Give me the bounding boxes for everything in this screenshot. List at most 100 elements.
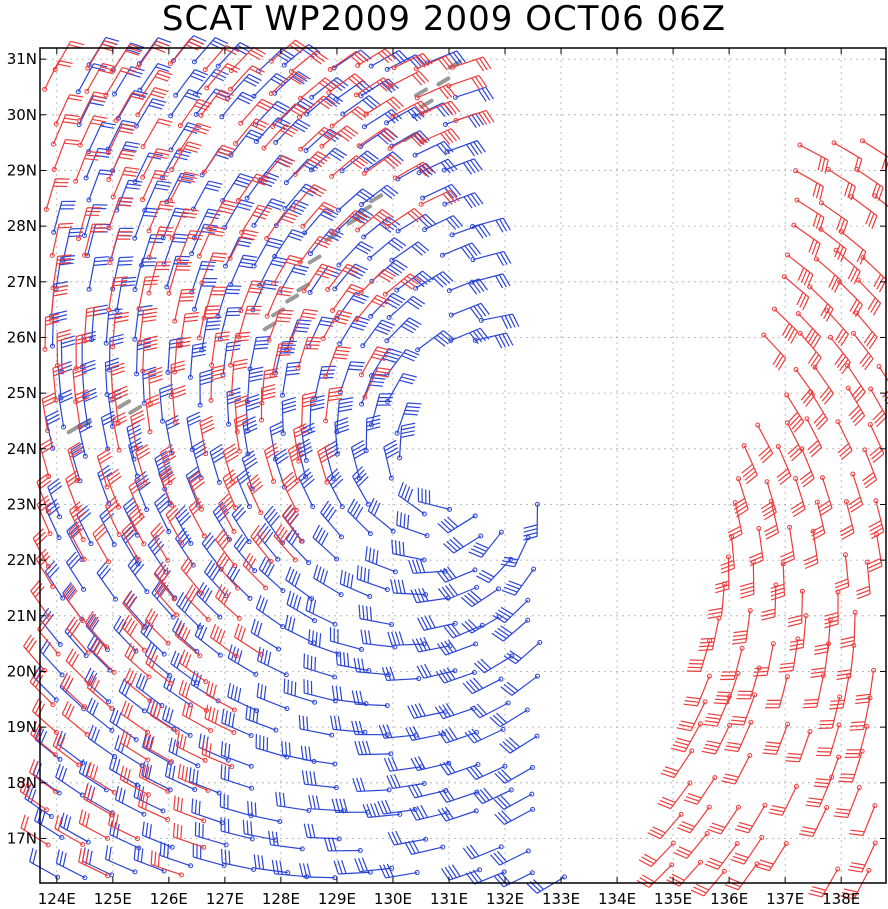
wind-barb (358, 268, 397, 295)
wind-barb (424, 50, 466, 66)
wind-barb (218, 493, 237, 535)
wind-barb (147, 366, 163, 407)
wind-barb (438, 583, 480, 601)
wind-barb (837, 279, 863, 318)
wind-barb (298, 714, 335, 738)
wind-barb (258, 384, 276, 423)
wind-barb (473, 653, 515, 674)
wind-barb (817, 475, 833, 517)
wind-barb (818, 694, 843, 730)
wind-barb (307, 395, 325, 434)
wind-barb (410, 756, 452, 772)
wind-barb (199, 252, 228, 286)
wind-barb (81, 204, 108, 238)
wind-barb (215, 552, 241, 591)
wind-barb (461, 614, 502, 634)
wind-barb (44, 560, 66, 601)
wind-barb (286, 590, 318, 624)
wind-barb (452, 86, 494, 102)
wind-barb (405, 726, 446, 741)
wind-barb (298, 77, 337, 101)
wind-barb (220, 848, 257, 872)
wind-barb (154, 493, 172, 535)
wind-barb (397, 422, 416, 461)
lon-tick-labels: 124E 125E 126E 127E 128E 129E 130E 131E 132E 133E… (38, 48, 860, 908)
wind-barb (491, 617, 531, 642)
wind-barb (356, 565, 390, 593)
wind-barb (840, 609, 858, 649)
wind-barb (340, 95, 381, 117)
wind-barb (308, 794, 346, 814)
wind-barb (392, 161, 434, 181)
wind-barb (435, 667, 477, 684)
wind-barb (784, 392, 805, 433)
wind-barb (323, 386, 344, 424)
wind-barb (264, 286, 294, 319)
wind-barb (449, 223, 491, 239)
wind-barb (439, 760, 481, 776)
wind-barb (145, 394, 160, 435)
wind-barb (720, 645, 745, 681)
wind-barb (28, 759, 58, 794)
wind-barb (271, 254, 304, 286)
lon-tick-label: 138E (822, 890, 860, 908)
wind-barb (416, 615, 458, 631)
wind-barb (299, 863, 338, 881)
wind-barb (707, 581, 727, 619)
wind-barb (159, 383, 174, 424)
wind-barb (280, 396, 297, 436)
wind-barb (164, 255, 190, 290)
wind-barb (139, 69, 173, 100)
wind-barb (300, 201, 337, 229)
wind-barb (384, 106, 425, 126)
wind-barb (209, 331, 231, 368)
wind-barb (419, 100, 461, 117)
island-segment (436, 76, 451, 87)
wind-barb (377, 799, 418, 815)
wind-barb (165, 504, 184, 546)
wind-barb (765, 674, 790, 709)
wind-barb (96, 561, 119, 602)
wind-barb (104, 845, 138, 875)
wind-barb (113, 615, 139, 654)
wind-barb (290, 184, 327, 212)
wind-barb (666, 859, 704, 887)
wind-barb (390, 579, 429, 598)
wind-barb (269, 342, 293, 378)
wind-barb (106, 468, 122, 510)
wind-barb (415, 330, 455, 353)
wind-barb (437, 806, 479, 822)
wind-barb (251, 198, 286, 228)
wind-barb (135, 444, 151, 486)
wind-barb (683, 673, 712, 707)
wind-barb (107, 231, 133, 266)
wind-barb (174, 505, 194, 546)
wind-barb (112, 411, 128, 453)
wind-barb (174, 622, 203, 659)
wind-barb (748, 526, 764, 567)
wind-barb (347, 498, 373, 537)
wind-barb (326, 468, 345, 510)
wind-barb (45, 410, 61, 451)
wind-barb (110, 362, 125, 403)
wind-barb (698, 615, 722, 652)
wind-barb (676, 804, 712, 834)
wind-barb (673, 831, 710, 859)
wind-barb (761, 332, 787, 371)
wind-barb (731, 608, 753, 645)
wind-barb (647, 811, 684, 840)
wind-barb (198, 89, 234, 118)
wind-barb (453, 109, 495, 125)
wind-barb (122, 496, 140, 538)
lat-tick-label: 21N (7, 607, 37, 625)
wind-barb (868, 498, 885, 540)
wind-barb (228, 254, 258, 288)
wind-barb (391, 539, 427, 563)
wind-barb (220, 764, 255, 791)
wind-barb (439, 242, 481, 259)
wind-barb (83, 785, 114, 818)
wind-barb (824, 589, 841, 629)
wind-barb (367, 237, 407, 261)
wind-barb (187, 342, 207, 380)
wind-barb (166, 261, 192, 296)
